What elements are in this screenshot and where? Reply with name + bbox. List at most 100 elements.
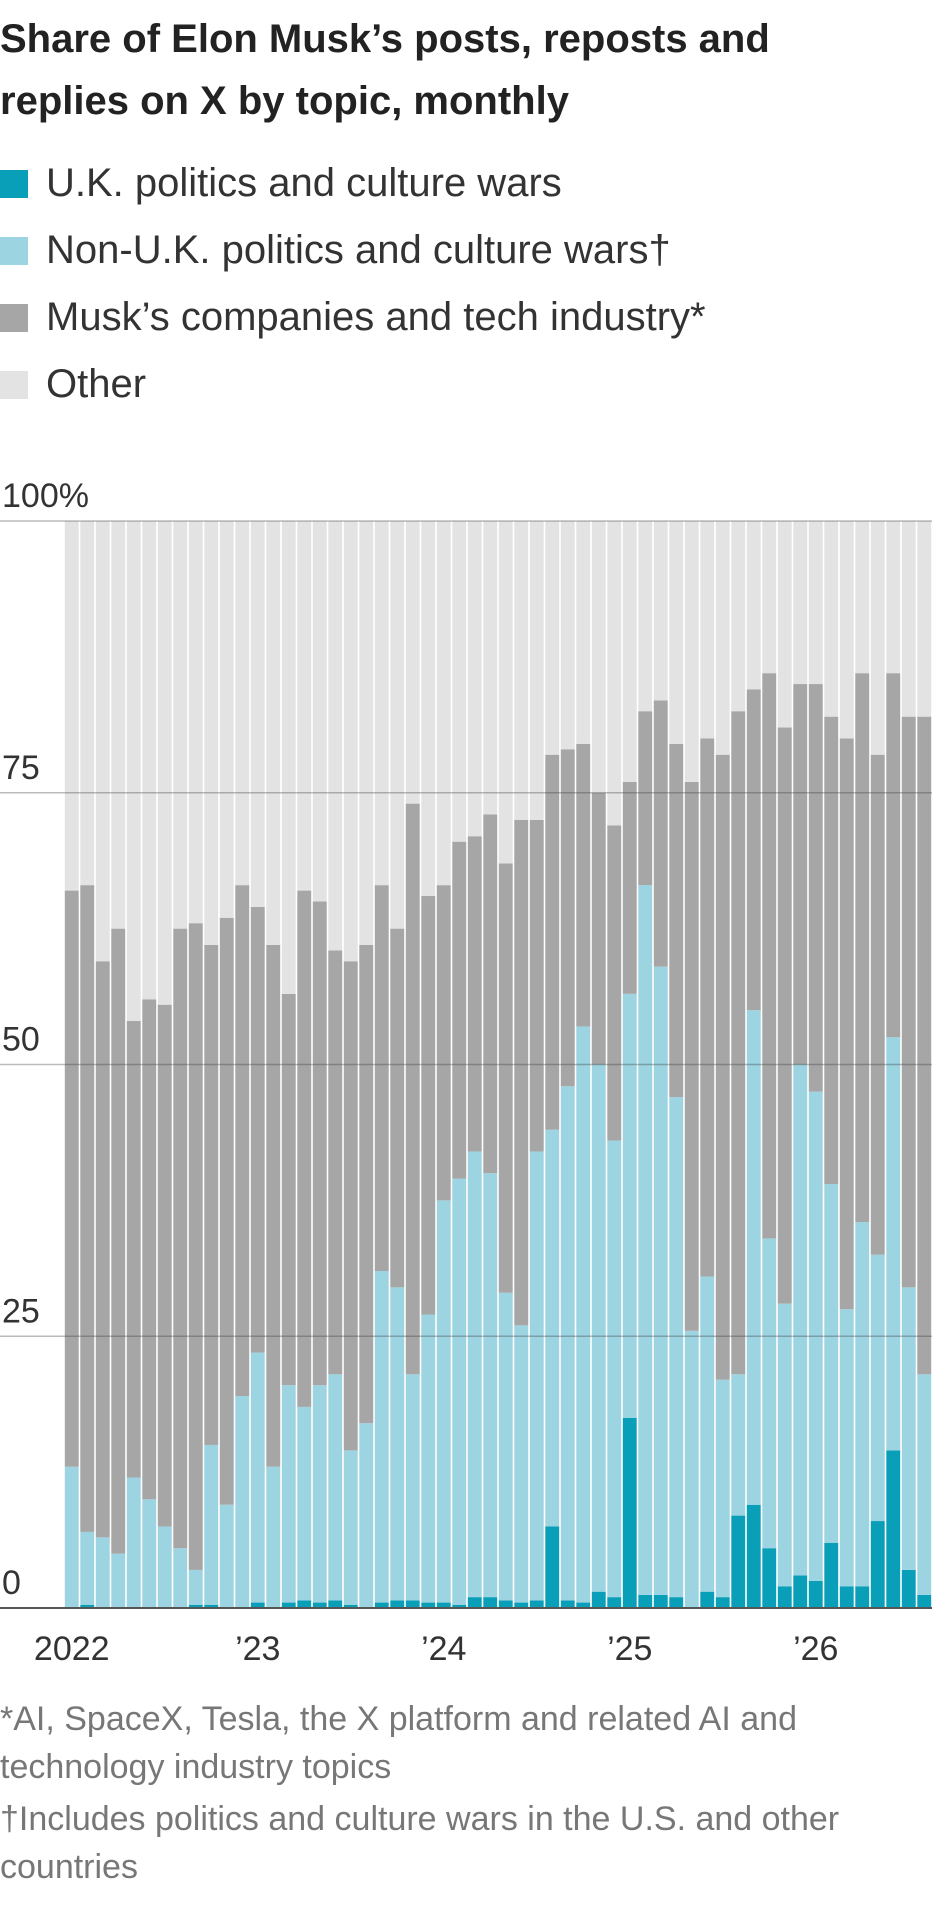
bar-segment	[545, 754, 560, 1130]
bar-segment	[746, 689, 761, 1011]
bar-segment	[281, 993, 296, 1386]
bar-segment	[436, 1602, 451, 1608]
bar-segment	[839, 1309, 854, 1587]
bar-segment	[560, 1600, 575, 1608]
bar-segment	[669, 521, 684, 744]
bar-segment	[777, 1586, 792, 1608]
bar-segment	[886, 521, 901, 674]
bar-segment	[297, 521, 312, 891]
y-tick-label: 75	[2, 749, 40, 787]
bar-segment	[204, 521, 219, 945]
bar-segment	[684, 1330, 699, 1608]
bar-segment	[653, 700, 668, 967]
bar-segment	[281, 1602, 296, 1608]
bar-segment	[343, 1450, 358, 1605]
bar-segment	[405, 521, 420, 804]
bar-segment	[80, 885, 95, 1532]
bar-segment	[188, 521, 203, 924]
x-tick-label: 2022	[34, 1630, 110, 1668]
chart-title: Share of Elon Musk’s posts, reposts and …	[0, 17, 770, 123]
bar-segment	[173, 928, 188, 1549]
bar-segment	[607, 1140, 622, 1598]
bar-segment	[359, 944, 374, 1424]
bar-segment	[173, 1548, 188, 1608]
bar-segment	[390, 521, 405, 929]
bar-segment	[483, 1597, 498, 1608]
bar-segment	[312, 1385, 327, 1603]
bar-segment	[126, 1021, 141, 1478]
legend-label: Musk’s companies and tech industry*	[46, 295, 706, 339]
bar-segment	[498, 863, 513, 1293]
bar-segment	[142, 999, 157, 1500]
footnote: †Includes politics and culture wars in t…	[0, 1800, 840, 1886]
bar-segment	[312, 1602, 327, 1608]
bar-segment	[359, 521, 374, 945]
bar-segment	[808, 1580, 823, 1608]
bar-segment	[467, 1597, 482, 1608]
bar-segment	[514, 521, 529, 820]
bar-segment	[793, 521, 808, 685]
legend-item: U.K. politics and culture wars	[0, 150, 706, 217]
bar-segment	[762, 673, 777, 1239]
bar-segment	[390, 1287, 405, 1601]
bar-segment	[777, 521, 792, 728]
bar-segment	[793, 1575, 808, 1608]
bar-segment	[80, 1531, 95, 1605]
bar-segment	[436, 521, 451, 886]
bar-segment	[700, 738, 715, 1277]
bar-segment	[638, 711, 653, 886]
bar-segment	[901, 521, 916, 717]
bar-segment	[250, 521, 265, 907]
bar-segment	[436, 885, 451, 1201]
bar-segment	[576, 743, 591, 1027]
bar-segment	[250, 1602, 265, 1608]
bar-segment	[157, 521, 172, 1005]
bar-segment	[80, 1604, 95, 1608]
bar-segment	[219, 521, 234, 918]
legend-item: Non-U.K. politics and culture wars†	[0, 217, 706, 284]
bar-segment	[901, 716, 916, 1288]
bar-segment	[328, 1374, 343, 1601]
bar-segment	[529, 521, 544, 820]
footnotes: *AI, SpaceX, Tesla, the X platform and r…	[0, 1695, 930, 1895]
bar-segment	[917, 716, 932, 1375]
bar-segment	[839, 1586, 854, 1608]
bar-segment	[374, 1602, 389, 1608]
bar-segment	[700, 1276, 715, 1592]
bar-segment	[405, 1600, 420, 1608]
bar-segment	[560, 521, 575, 750]
x-tick-label: ’23	[235, 1630, 280, 1668]
bar-segment	[607, 825, 622, 1141]
bar-segment	[111, 521, 126, 929]
bar-segment	[746, 1504, 761, 1608]
bar-segment	[715, 754, 730, 1380]
bar-segment	[111, 1553, 126, 1608]
bar-segment	[514, 1602, 529, 1608]
bar-segment	[870, 521, 885, 755]
bar-segment	[607, 521, 622, 826]
bar-segment	[421, 1314, 436, 1603]
bar-segment	[824, 716, 839, 1185]
bar-segment	[622, 1417, 637, 1608]
bar-segment	[235, 1396, 250, 1608]
bars	[64, 521, 932, 1608]
bar-segment	[405, 803, 420, 1375]
bar-segment	[746, 1010, 761, 1505]
bar-segment	[886, 1450, 901, 1608]
bar-segment	[467, 521, 482, 837]
bar-segment	[669, 743, 684, 1098]
bar-segment	[219, 1504, 234, 1608]
bar-segment	[824, 1184, 839, 1543]
bar-segment	[591, 792, 606, 1065]
bar-segment	[157, 1004, 172, 1527]
bar-segment	[204, 1444, 219, 1605]
bar-segment	[498, 1292, 513, 1601]
legend-label: U.K. politics and culture wars	[46, 161, 562, 205]
bar-segment	[328, 521, 343, 951]
bar-segment	[762, 1238, 777, 1549]
bar-segment	[281, 1385, 296, 1603]
bar-segment	[824, 521, 839, 717]
bar-segment	[452, 521, 467, 842]
bar-segment	[529, 819, 544, 1152]
